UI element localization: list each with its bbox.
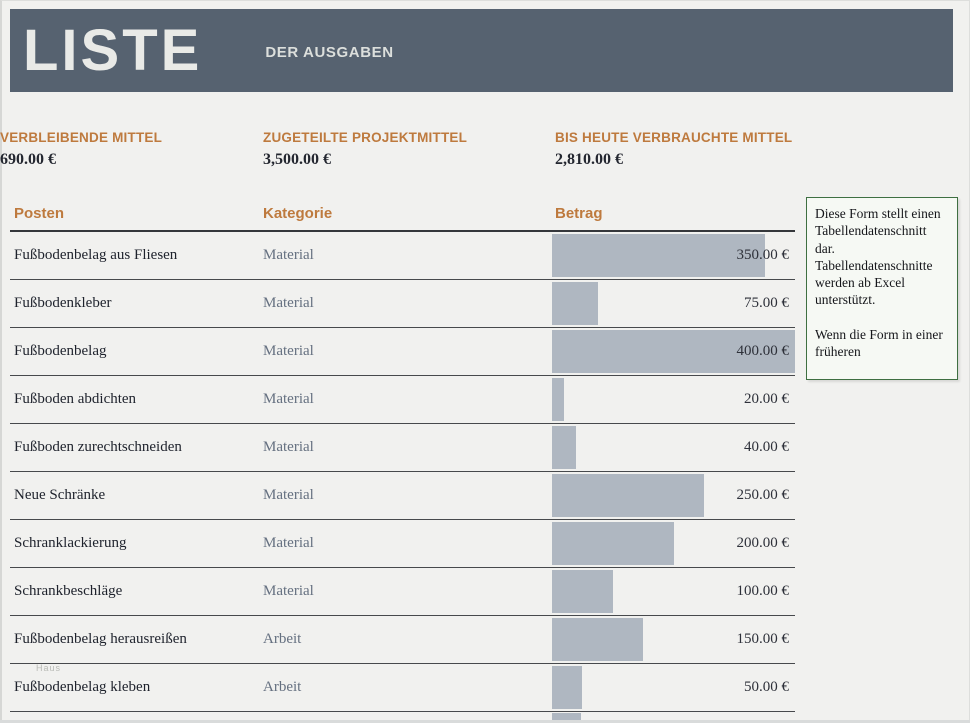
table-header-row: Posten Kategorie Betrag (10, 205, 795, 230)
data-bar (552, 426, 577, 469)
betrag-value: 150.00 € (736, 631, 790, 647)
table-row: Fußbodenbelag Material 400.00 € (10, 328, 795, 376)
data-bar (552, 330, 795, 373)
page-title: LISTE (23, 17, 203, 83)
kategorie-cell[interactable]: Material (263, 535, 314, 551)
betrag-cell[interactable]: 20.00 € (552, 376, 795, 423)
table-row: Fußbodenbelag aus Fliesen Material 350.0… (10, 232, 795, 280)
betrag-value: 100.00 € (736, 583, 790, 599)
header-banner: LISTE DER AUSGABEN (10, 9, 953, 92)
betrag-cell[interactable]: 75.00 € (552, 280, 795, 327)
summary-block: VERBLEIBENDE MITTEL 690.00 € (0, 130, 162, 169)
betrag-value: 350.00 € (736, 247, 790, 263)
data-bar (552, 378, 565, 421)
data-bar (552, 666, 583, 709)
bottom-edge (0, 720, 970, 723)
betrag-cell[interactable]: 250.00 € (552, 472, 795, 519)
table-row: Neue Schränke Material 250.00 € (10, 472, 795, 520)
watermark: Haus (36, 663, 62, 673)
betrag-value: 400.00 € (736, 343, 790, 359)
table-row: Schrankbeschläge Material 100.00 € (10, 568, 795, 616)
posten-cell[interactable]: Fußbodenbelag kleben (14, 679, 151, 695)
table-row: Fußbodenkleber Material 75.00 € (10, 280, 795, 328)
posten-cell[interactable]: Schrankbeschläge (14, 583, 123, 599)
table-row: Fußboden zurechtschneiden Material 40.00… (10, 424, 795, 472)
table-row: Schranklackierung Material 200.00 € (10, 520, 795, 568)
summary-block: ZUGETEILTE PROJEKTMITTEL 3,500.00 € (263, 130, 467, 169)
posten-cell[interactable]: Fußbodenbelag herausreißen (14, 631, 187, 647)
posten-cell[interactable]: Fußboden zurechtschneiden (14, 439, 182, 455)
kategorie-cell[interactable]: Material (263, 391, 314, 407)
data-bar (552, 522, 674, 565)
posten-cell[interactable]: Neue Schränke (14, 487, 106, 503)
kategorie-cell[interactable]: Material (263, 583, 314, 599)
kategorie-cell[interactable]: Material (263, 439, 314, 455)
summary-value[interactable]: 2,810.00 € (555, 151, 623, 168)
kategorie-cell[interactable]: Arbeit (263, 631, 302, 647)
summary-value[interactable]: 690.00 € (0, 151, 56, 168)
table-body: Fußbodenbelag aus Fliesen Material 350.0… (10, 230, 795, 712)
table-row: Fußboden abdichten Material 20.00 € (10, 376, 795, 424)
data-bar (552, 618, 644, 661)
comment-box[interactable]: Diese Form stellt einen Tabellendatensch… (806, 197, 958, 380)
table-row: Fußbodenbelag herausreißen Arbeit 150.00… (10, 616, 795, 664)
data-bar (552, 234, 765, 277)
kategorie-cell[interactable]: Material (263, 487, 314, 503)
posten-cell[interactable]: Fußboden abdichten (14, 391, 137, 407)
betrag-cell[interactable]: 400.00 € (552, 328, 795, 375)
data-bar (552, 570, 613, 613)
summary-label: ZUGETEILTE PROJEKTMITTEL (263, 130, 468, 145)
betrag-cell[interactable]: 350.00 € (552, 232, 795, 279)
comment-paragraph: Diese Form stellt einen Tabellendatensch… (815, 206, 941, 308)
betrag-cell[interactable]: 50.00 € (552, 664, 795, 711)
betrag-cell[interactable]: 100.00 € (552, 568, 795, 615)
data-bar (552, 282, 598, 325)
budget-summary: ZUGETEILTE PROJEKTMITTEL 3,500.00 € BIS … (0, 130, 800, 175)
betrag-value: 75.00 € (744, 295, 789, 311)
column-header-betrag[interactable]: Betrag (555, 205, 603, 222)
betrag-value: 40.00 € (744, 439, 789, 455)
kategorie-cell[interactable]: Material (263, 343, 314, 359)
data-bar (552, 474, 704, 517)
betrag-cell[interactable]: 200.00 € (552, 520, 795, 567)
summary-value[interactable]: 3,500.00 € (263, 151, 331, 168)
betrag-value: 20.00 € (744, 391, 789, 407)
expense-table: Posten Kategorie Betrag Fußbodenbelag au… (10, 205, 795, 712)
table-row: Fußbodenbelag kleben Arbeit 50.00 € (10, 664, 795, 712)
betrag-cell[interactable]: 150.00 € (552, 616, 795, 663)
betrag-value: 200.00 € (736, 535, 790, 551)
posten-cell[interactable]: Fußbodenbelag (14, 343, 107, 359)
summary-block: BIS HEUTE VERBRAUCHTE MITTEL 2,810.00 € (555, 130, 792, 169)
betrag-value: 250.00 € (736, 487, 790, 503)
betrag-value: 50.00 € (744, 679, 789, 695)
comment-paragraph: Wenn die Form in einer früheren (815, 326, 943, 359)
summary-label: VERBLEIBENDE MITTEL (0, 130, 163, 145)
column-header-posten[interactable]: Posten (14, 205, 65, 222)
kategorie-cell[interactable]: Material (263, 295, 314, 311)
kategorie-cell[interactable]: Arbeit (263, 679, 302, 695)
kategorie-cell[interactable]: Material (263, 247, 314, 263)
column-header-kategorie[interactable]: Kategorie (263, 205, 333, 222)
summary-label: BIS HEUTE VERBRAUCHTE MITTEL (555, 130, 793, 145)
posten-cell[interactable]: Fußbodenkleber (14, 295, 112, 311)
partial-next-row-bar (552, 713, 581, 720)
page-subtitle: DER AUSGABEN (265, 44, 394, 61)
betrag-cell[interactable]: 40.00 € (552, 424, 795, 471)
posten-cell[interactable]: Schranklackierung (14, 535, 127, 551)
posten-cell[interactable]: Fußbodenbelag aus Fliesen (14, 247, 178, 263)
